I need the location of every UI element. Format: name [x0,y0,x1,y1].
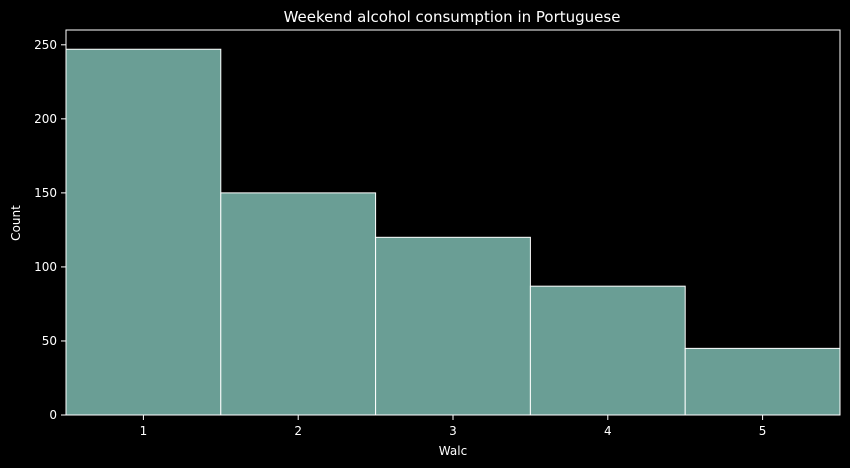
y-tick-label: 100 [34,260,57,274]
x-tick-label: 5 [759,424,767,438]
bar-walc-5 [684,347,841,416]
bar-walc-3 [375,236,531,416]
x-axis-ticks: 1 2 3 4 5 [140,415,767,438]
y-tick-label: 200 [34,112,57,126]
bar-walc-4 [529,285,686,416]
bar-walc-2 [220,192,377,416]
chart-title: Weekend alcohol consumption in Portugues… [284,8,621,26]
x-axis-label: Walc [439,444,467,458]
y-tick-label: 0 [49,408,57,422]
x-tick-label: 4 [604,424,612,438]
y-tick-label: 250 [34,38,57,52]
bar-walc-1 [65,48,222,416]
y-axis-label: Count [9,205,23,241]
x-tick-label: 2 [294,424,302,438]
y-axis-ticks: 0 50 100 150 200 250 [34,38,66,422]
y-tick-label: 50 [42,334,57,348]
x-tick-label: 3 [449,424,457,438]
x-tick-label: 1 [140,424,148,438]
y-tick-label: 150 [34,186,57,200]
bars-layer [65,48,841,416]
